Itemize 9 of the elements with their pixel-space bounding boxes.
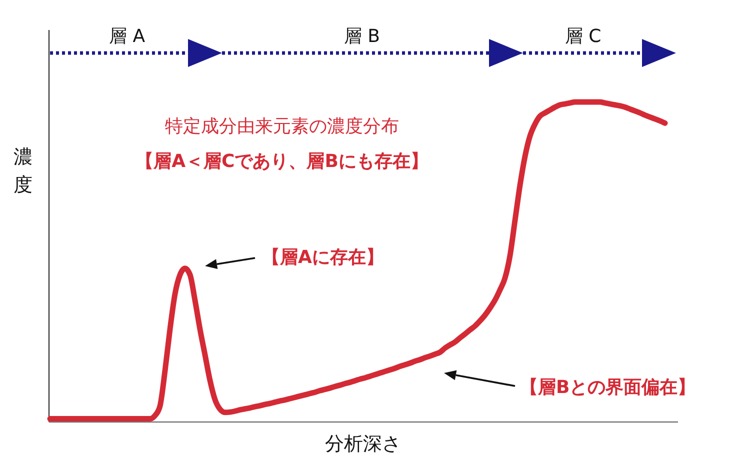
text: 層 A [108,26,146,47]
text: 層 B [344,26,380,47]
text: 特定成分由来元素の濃度分布 [165,116,399,137]
text: 層 C [564,26,602,47]
annotation: 【層Aに存在】 [262,247,384,268]
annotation: 【層Bとの界面偏在】 [520,377,696,398]
x-axis-title: 分析深さ [325,433,401,455]
text: 【層A＜層Cであり、層Bにも存在】 [136,151,428,172]
y-axis-title: 濃度 [14,146,32,196]
